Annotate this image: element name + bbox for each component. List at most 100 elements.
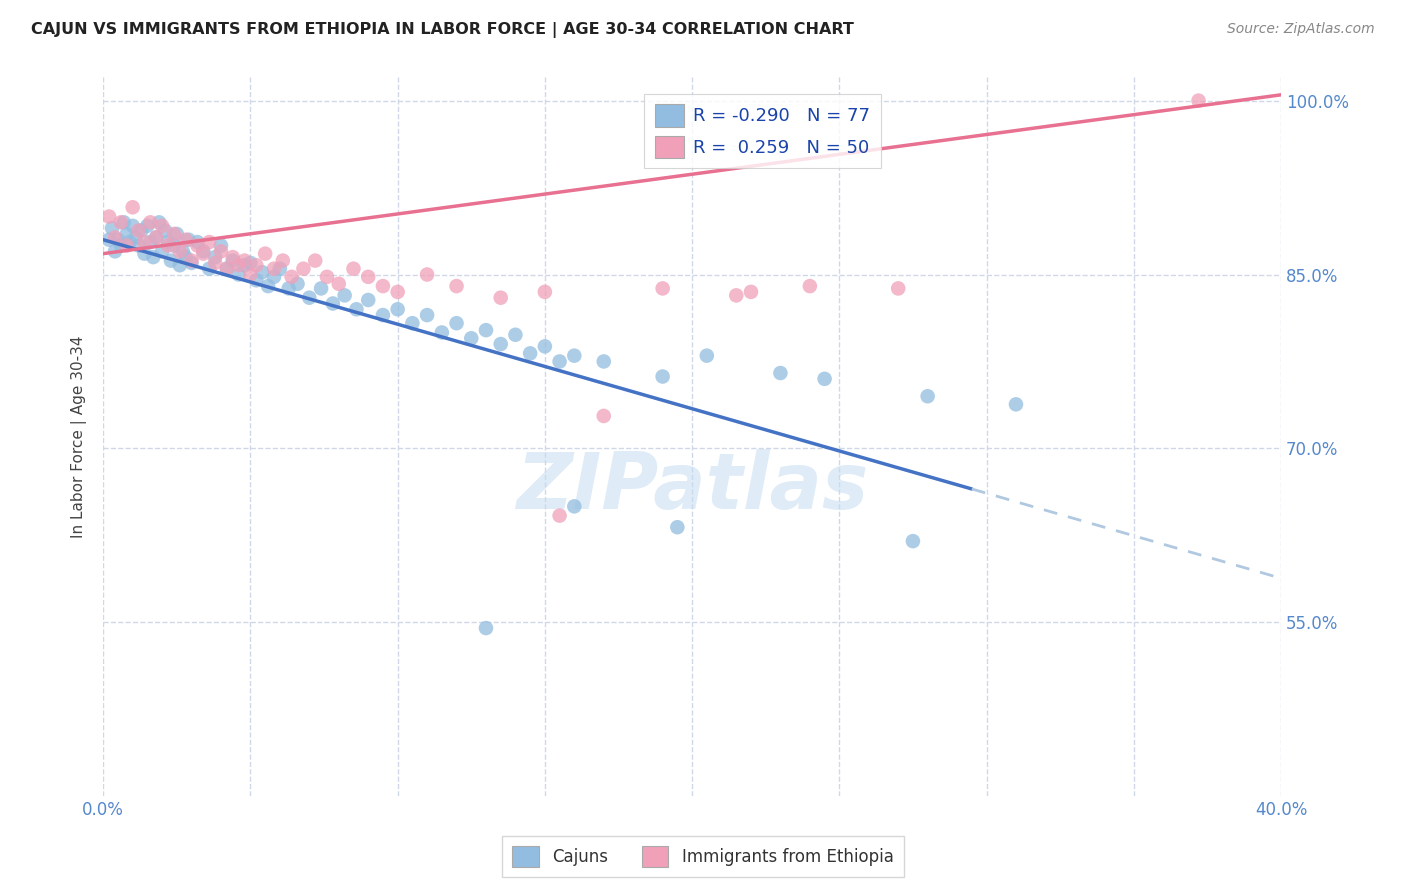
Point [475,323,498,337]
Point [651,281,673,295]
Point [134,235,156,249]
Point [357,269,380,284]
Point [740,285,762,299]
Point [371,279,394,293]
Point [592,354,614,368]
Point [239,268,262,282]
Point [145,230,167,244]
Point [209,244,232,259]
Point [287,277,309,291]
Point [124,230,146,244]
Text: Source: ZipAtlas.com: Source: ZipAtlas.com [1227,22,1375,37]
Point [160,253,183,268]
Point [346,302,368,317]
Point [333,288,356,302]
Point [769,366,792,380]
Point [316,269,339,284]
Point [163,238,186,252]
Point [342,261,364,276]
Point [257,279,280,293]
Point [1187,94,1209,108]
Point [115,227,138,241]
Point [180,253,202,268]
Point [118,235,141,249]
Point [696,349,718,363]
Point [548,508,571,523]
Point [245,273,267,287]
Legend: R = -0.290   N = 77, R =  0.259   N = 50: R = -0.290 N = 77, R = 0.259 N = 50 [644,94,882,169]
Point [917,389,939,403]
Point [233,253,256,268]
Point [271,253,294,268]
Point [139,235,162,249]
Point [110,238,132,252]
Point [245,258,267,272]
Point [519,346,541,360]
Point [292,261,315,276]
Point [357,293,380,307]
Point [156,235,179,249]
Point [121,200,143,214]
Point [110,215,132,229]
Point [263,261,285,276]
Point [1005,397,1028,411]
Point [298,291,321,305]
Point [233,258,256,272]
Point [416,308,439,322]
Point [387,302,409,317]
Point [136,219,159,233]
Point [148,215,170,229]
Point [446,316,468,330]
Point [475,621,498,635]
Point [505,327,527,342]
Point [112,215,135,229]
Point [98,210,121,224]
Point [401,316,423,330]
Text: CAJUN VS IMMIGRANTS FROM ETHIOPIA IN LABOR FORCE | AGE 30-34 CORRELATION CHART: CAJUN VS IMMIGRANTS FROM ETHIOPIA IN LAB… [31,22,853,38]
Point [128,238,150,252]
Point [177,233,200,247]
Point [269,261,291,276]
Point [169,258,191,272]
Point [215,261,238,276]
Point [209,238,232,252]
Point [263,269,285,284]
Point [186,235,208,249]
Point [651,369,673,384]
Point [204,250,226,264]
Point [222,253,245,268]
Point [548,354,571,368]
Text: ZIPatlas: ZIPatlas [516,449,869,525]
Point [666,520,689,534]
Point [115,238,138,252]
Point [446,279,468,293]
Point [98,233,121,247]
Point [592,409,614,423]
Point [387,285,409,299]
Point [150,244,173,259]
Point [163,227,186,241]
Point [150,219,173,233]
Point [131,223,153,237]
Point [180,256,202,270]
Point [304,253,326,268]
Point [254,246,277,260]
Legend: Cajuns, Immigrants from Ethiopia: Cajuns, Immigrants from Ethiopia [502,836,904,877]
Y-axis label: In Labor Force | Age 30-34: In Labor Force | Age 30-34 [72,335,87,538]
Point [101,221,124,235]
Point [121,219,143,233]
Point [166,227,188,241]
Point [186,238,208,252]
Point [228,268,250,282]
Point [430,326,453,340]
Point [107,233,129,247]
Point [134,246,156,260]
Point [250,265,273,279]
Point [174,250,197,264]
Point [309,281,332,295]
Point [169,244,191,259]
Point [901,534,924,549]
Point [562,500,585,514]
Point [104,244,127,259]
Point [172,244,194,259]
